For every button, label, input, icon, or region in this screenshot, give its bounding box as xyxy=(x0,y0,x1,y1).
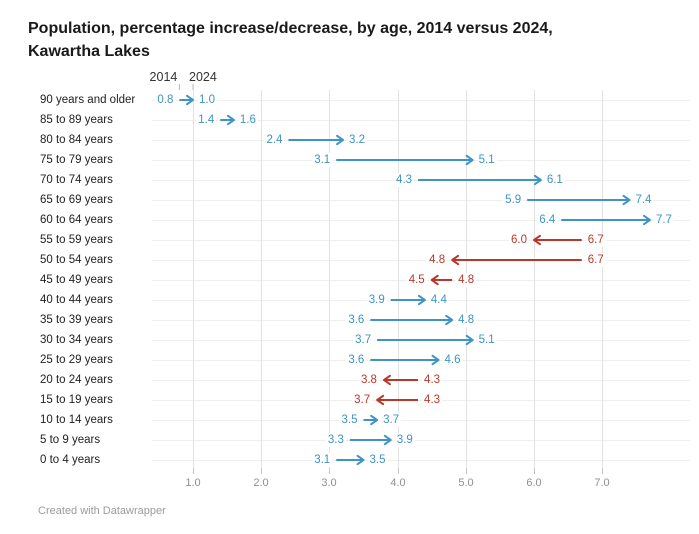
value-label-2024: 7.4 xyxy=(633,193,654,207)
row-label: 65 to 69 years xyxy=(40,194,113,206)
value-label-2024: 3.7 xyxy=(352,393,373,407)
x-axis-label: 1.0 xyxy=(185,477,201,489)
value-label-2024: 3.5 xyxy=(367,453,388,467)
chart-title-line-2: Kawartha Lakes xyxy=(28,43,150,60)
value-label-2024: 6.1 xyxy=(544,173,565,187)
row-label: 85 to 89 years xyxy=(40,114,113,126)
x-axis-label: 6.0 xyxy=(526,477,542,489)
trend-arrow-head xyxy=(336,134,345,146)
row-label: 45 to 49 years xyxy=(40,274,113,286)
row-label: 80 to 84 years xyxy=(40,134,113,146)
value-label-2024: 4.4 xyxy=(428,293,449,307)
row-label: 75 to 79 years xyxy=(40,154,113,166)
trend-arrow-head xyxy=(376,394,385,406)
value-label-2014: 5.9 xyxy=(503,193,524,207)
value-label-2024: 3.2 xyxy=(347,133,368,147)
value-label-2014: 6.4 xyxy=(537,213,558,227)
trend-arrow-head xyxy=(451,254,460,266)
trend-arrow-head xyxy=(533,174,542,186)
chart-title-line-1: Population, percentage increase/decrease… xyxy=(28,20,553,37)
value-label-2014: 4.3 xyxy=(422,373,443,387)
value-label-2024: 7.7 xyxy=(653,213,674,227)
trend-arrow-head xyxy=(445,314,454,326)
value-label-2014: 3.6 xyxy=(346,353,367,367)
value-label-2024: 3.8 xyxy=(358,373,379,387)
value-label-2014: 4.3 xyxy=(422,393,443,407)
value-label-2014: 0.8 xyxy=(155,93,176,107)
value-label-2014: 3.7 xyxy=(353,333,374,347)
trend-arrow-head xyxy=(622,194,631,206)
datawrapper-attribution-link[interactable]: Created with Datawrapper xyxy=(38,505,166,517)
value-label-2014: 6.7 xyxy=(585,233,606,247)
row-label: 30 to 34 years xyxy=(40,334,113,346)
row-label: 5 to 9 years xyxy=(40,434,101,446)
trend-arrow-head xyxy=(533,234,541,246)
x-axis-label: 2.0 xyxy=(253,477,269,489)
value-label-2014: 4.8 xyxy=(456,273,477,287)
value-label-2024: 3.7 xyxy=(381,413,402,427)
trend-arrow-head xyxy=(430,274,439,286)
value-label-2014: 4.3 xyxy=(394,173,415,187)
value-label-2014: 3.5 xyxy=(339,413,360,427)
row-label: 0 to 4 years xyxy=(40,454,101,466)
trend-arrow-head xyxy=(383,434,392,446)
trend-arrow-head xyxy=(465,154,474,166)
row-label: 70 to 74 years xyxy=(40,174,113,186)
trend-arrow-head xyxy=(431,354,440,366)
row-label: 90 years and older xyxy=(40,94,136,106)
row-label: 35 to 39 years xyxy=(40,314,113,326)
value-label-2014: 3.1 xyxy=(312,453,333,467)
row-label: 25 to 29 years xyxy=(40,354,113,366)
row-label: 10 to 14 years xyxy=(40,414,113,426)
trend-arrow-head xyxy=(186,94,194,106)
trend-arrow-head xyxy=(382,374,391,386)
value-label-2014: 3.1 xyxy=(312,153,333,167)
x-axis-label: 5.0 xyxy=(458,477,474,489)
trend-arrow-head xyxy=(356,454,365,466)
value-label-2024: 4.8 xyxy=(456,313,477,327)
value-label-2014: 3.3 xyxy=(325,433,346,447)
value-label-2024: 5.1 xyxy=(476,333,497,347)
value-label-2024: 4.8 xyxy=(427,253,448,267)
value-label-2024: 1.0 xyxy=(197,93,217,107)
value-label-2024: 5.1 xyxy=(476,153,497,167)
trend-arrow-head xyxy=(226,114,235,126)
row-label: 60 to 64 years xyxy=(40,214,113,226)
legend-2014-label: 2014 xyxy=(149,70,178,84)
value-label-2024: 1.6 xyxy=(237,113,258,127)
row-label: 20 to 24 years xyxy=(40,374,113,386)
x-axis-label: 7.0 xyxy=(594,477,610,489)
trend-arrow-head xyxy=(370,414,379,426)
x-axis-label: 4.0 xyxy=(390,477,406,489)
value-label-2024: 4.6 xyxy=(442,353,463,367)
value-label-2024: 3.9 xyxy=(394,433,415,447)
value-label-2024: 6.0 xyxy=(509,233,529,247)
row-label: 50 to 54 years xyxy=(40,254,113,266)
value-label-2024: 4.5 xyxy=(406,273,427,287)
row-label: 55 to 59 years xyxy=(40,234,113,246)
row-label: 40 to 44 years xyxy=(40,294,113,306)
trend-arrow-head xyxy=(417,294,426,306)
x-axis-label: 3.0 xyxy=(321,477,337,489)
trend-arrow-head xyxy=(642,214,651,226)
trend-arrow-head xyxy=(465,334,474,346)
row-label: 15 to 19 years xyxy=(40,394,113,406)
chart-title: Population, percentage increase/decrease… xyxy=(28,17,678,63)
value-label-2014: 6.7 xyxy=(585,253,606,267)
value-label-2014: 1.4 xyxy=(196,113,217,127)
value-label-2014: 3.6 xyxy=(346,313,367,327)
value-label-2014: 3.9 xyxy=(366,293,387,307)
value-label-2014: 2.4 xyxy=(264,133,285,147)
legend-2024-label: 2024 xyxy=(189,70,217,84)
